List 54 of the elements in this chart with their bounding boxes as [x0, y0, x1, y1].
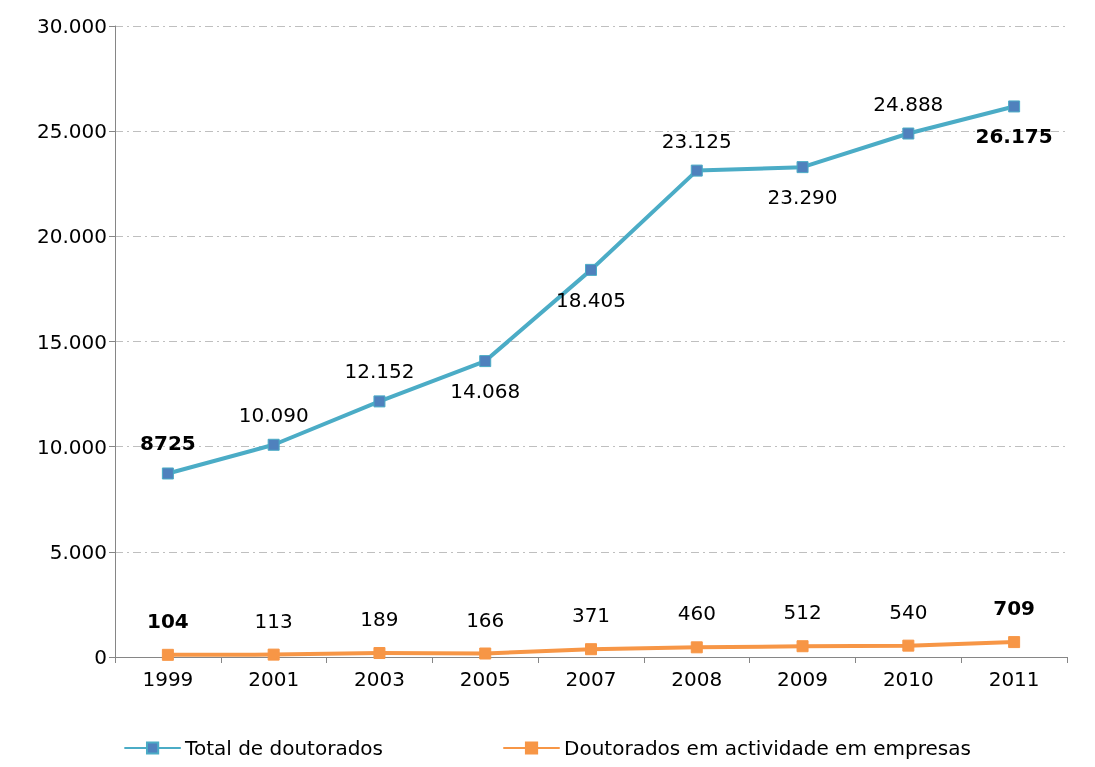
y-tick-label: 5.000 — [49, 539, 107, 564]
x-tick-label: 2007 — [565, 667, 617, 691]
legend-label: Total de doutorados — [184, 736, 384, 760]
point — [267, 438, 280, 451]
point — [479, 355, 492, 368]
y-tick-label: 10.000 — [37, 434, 107, 459]
point — [373, 395, 386, 408]
data-label: 371 — [571, 603, 611, 628]
x-tick-label: 2009 — [777, 667, 829, 691]
point — [690, 164, 703, 177]
data-label: 104 — [147, 608, 189, 633]
point — [161, 648, 174, 661]
x-tick-label: 2001 — [248, 667, 300, 691]
data-label: 460 — [677, 601, 716, 626]
point — [161, 467, 174, 480]
x-tick-label: 1999 — [142, 667, 194, 691]
point — [267, 648, 280, 661]
data-label: 8725 — [140, 431, 196, 456]
data-label: 166 — [466, 607, 505, 632]
y-tick-label: 15.000 — [37, 329, 107, 354]
data-label: 12.152 — [344, 359, 415, 384]
point — [1008, 100, 1021, 113]
point — [585, 263, 597, 276]
x-tick-label: 2008 — [671, 667, 723, 691]
point — [796, 640, 809, 653]
x-tick-label: 2010 — [882, 667, 934, 691]
point — [902, 639, 915, 652]
point — [1008, 636, 1021, 649]
y-tick-label: 20.000 — [37, 224, 107, 249]
data-label: 10.090 — [238, 402, 309, 427]
data-label: 189 — [360, 607, 399, 632]
legend-label: Doutorados em actividade em empresas — [564, 736, 971, 760]
y-tick-label: 30.000 — [37, 14, 107, 38]
data-label: 23.125 — [661, 128, 732, 153]
data-label: 26.175 — [975, 124, 1053, 149]
data-label: 113 — [254, 608, 293, 633]
y-tick-label: 0 — [94, 645, 107, 669]
data-label: 24.888 — [873, 91, 944, 116]
x-tick-label: 2003 — [353, 667, 405, 691]
point — [690, 641, 703, 654]
point — [479, 647, 492, 660]
point — [585, 643, 597, 656]
data-label: 23.290 — [767, 185, 838, 210]
data-label: 18.405 — [556, 287, 626, 312]
data-label: 709 — [993, 596, 1035, 621]
y-tick-label: 25.000 — [37, 119, 107, 144]
point — [796, 161, 809, 174]
data-label: 512 — [783, 600, 822, 625]
point — [902, 127, 915, 140]
data-label: 540 — [889, 599, 928, 624]
data-label: 14.068 — [450, 379, 521, 404]
x-tick-label: 2011 — [988, 667, 1040, 691]
x-tick-label: 2005 — [459, 667, 511, 691]
point — [373, 647, 386, 660]
